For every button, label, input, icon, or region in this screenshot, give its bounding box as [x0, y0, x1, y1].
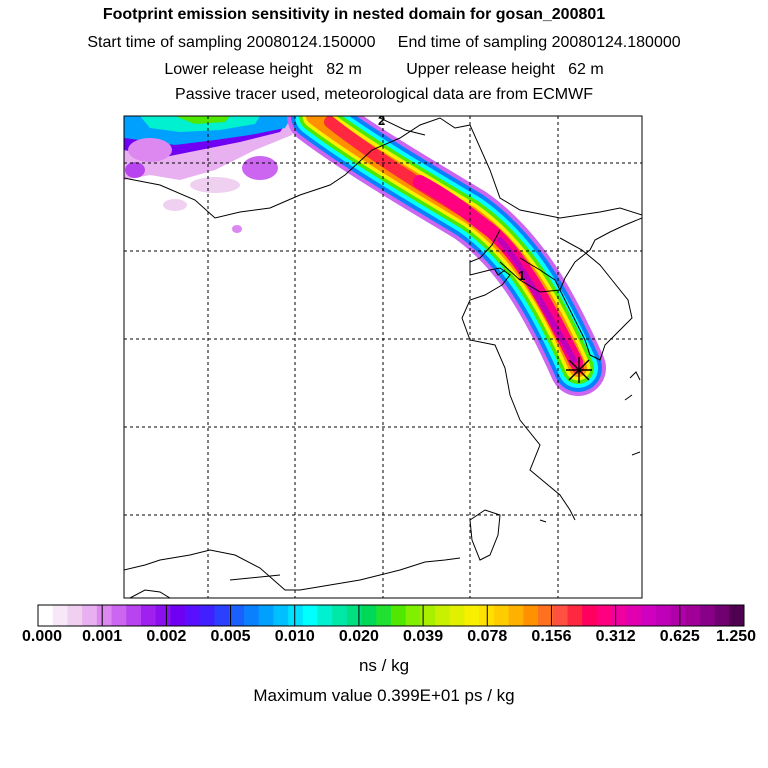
colorbar-cell	[229, 605, 245, 626]
colorbar-tick-label: 1.250	[715, 628, 757, 645]
colorbar-cell	[538, 605, 554, 626]
colorbar-tick-label: 0.078	[467, 628, 508, 645]
plot-title: Footprint emission sensitivity in nested…	[102, 6, 606, 23]
colorbar-tick-label: 0.156	[531, 628, 572, 645]
trajectory-marker-1: 1	[518, 268, 525, 283]
colorbar-cell	[449, 605, 466, 626]
colorbar-cell	[567, 605, 583, 626]
colorbar-cell	[552, 605, 568, 626]
colorbar-tick-label: 0.001	[82, 628, 123, 645]
colorbar-cells	[38, 605, 745, 626]
colorbar-cell	[493, 605, 510, 626]
colorbar-cell	[391, 605, 407, 626]
colorbar-cell	[140, 605, 157, 626]
colorbar-tick-label: 0.039	[403, 628, 444, 645]
colorbar-cell	[111, 605, 127, 626]
colorbar-cell	[685, 605, 701, 626]
colorbar-tick-label: 0.000	[21, 628, 63, 645]
release-height-line: Lower release height 82 m Upper release …	[164, 61, 604, 78]
colorbar-cell	[82, 605, 98, 626]
maximum-value-text: Maximum value 0.399E+01 ps / kg	[253, 686, 515, 705]
colorbar-cell	[508, 605, 524, 626]
colorbar-cell	[273, 605, 289, 626]
colorbar-cell	[420, 605, 436, 626]
colorbar-cell	[376, 605, 392, 626]
colorbar	[37, 604, 745, 627]
colorbar-cell	[611, 605, 627, 626]
colorbar-cell	[405, 605, 421, 626]
colorbar-cell	[317, 605, 333, 626]
colorbar-cell	[670, 605, 686, 626]
colorbar-cell	[38, 605, 54, 626]
colorbar-cell	[582, 605, 598, 626]
colorbar-cell	[185, 605, 201, 626]
colorbar-cell	[302, 605, 318, 626]
colorbar-cell	[523, 605, 539, 626]
colorbar-tick-label: 0.002	[146, 628, 187, 645]
colorbar-cell	[361, 605, 377, 626]
colorbar-cell	[214, 605, 230, 626]
colorbar-cell	[52, 605, 68, 626]
colorbar-cell	[258, 605, 274, 626]
colorbar-cell	[199, 605, 215, 626]
colorbar-tick-label: 0.005	[210, 628, 251, 645]
colorbar-cell	[714, 605, 730, 626]
colorbar-cell	[729, 605, 745, 626]
tracer-info-line: Passive tracer used, meteorological data…	[175, 86, 593, 103]
colorbar-cell	[346, 605, 363, 626]
trajectory-marker-2: 2	[378, 113, 385, 128]
colorbar-cell	[332, 605, 348, 626]
colorbar-ticks	[37, 605, 745, 626]
colorbar-cell	[67, 605, 83, 626]
colorbar-cell	[288, 605, 304, 626]
colorbar-tick-label: 0.010	[274, 628, 315, 645]
colorbar-cell	[641, 605, 657, 626]
colorbar-cell	[155, 605, 171, 626]
colorbar-tick-label: 0.020	[338, 628, 379, 645]
colorbar-cell	[596, 605, 613, 626]
colorbar-cell	[699, 605, 716, 626]
colorbar-cell	[170, 605, 186, 626]
colorbar-cell	[626, 605, 642, 626]
colorbar-cell	[126, 605, 142, 626]
colorbar-units: ns / kg	[358, 656, 410, 675]
northwest-sensitivity-patch	[124, 116, 300, 233]
colorbar-cell	[96, 605, 113, 626]
colorbar-cell	[435, 605, 451, 626]
colorbar-cell	[464, 605, 480, 626]
colorbar-cell	[655, 605, 671, 626]
footprint-map: 1 2	[123, 113, 643, 599]
colorbar-tick-label: 0.312	[595, 628, 636, 645]
sampling-time-line: Start time of sampling 20080124.150000 E…	[87, 34, 681, 51]
colorbar-cell	[243, 605, 260, 626]
map-border	[123, 115, 643, 599]
star-marker-icon	[566, 357, 592, 383]
graticule	[124, 116, 642, 598]
colorbar-tick-label: 0.625	[659, 628, 700, 645]
